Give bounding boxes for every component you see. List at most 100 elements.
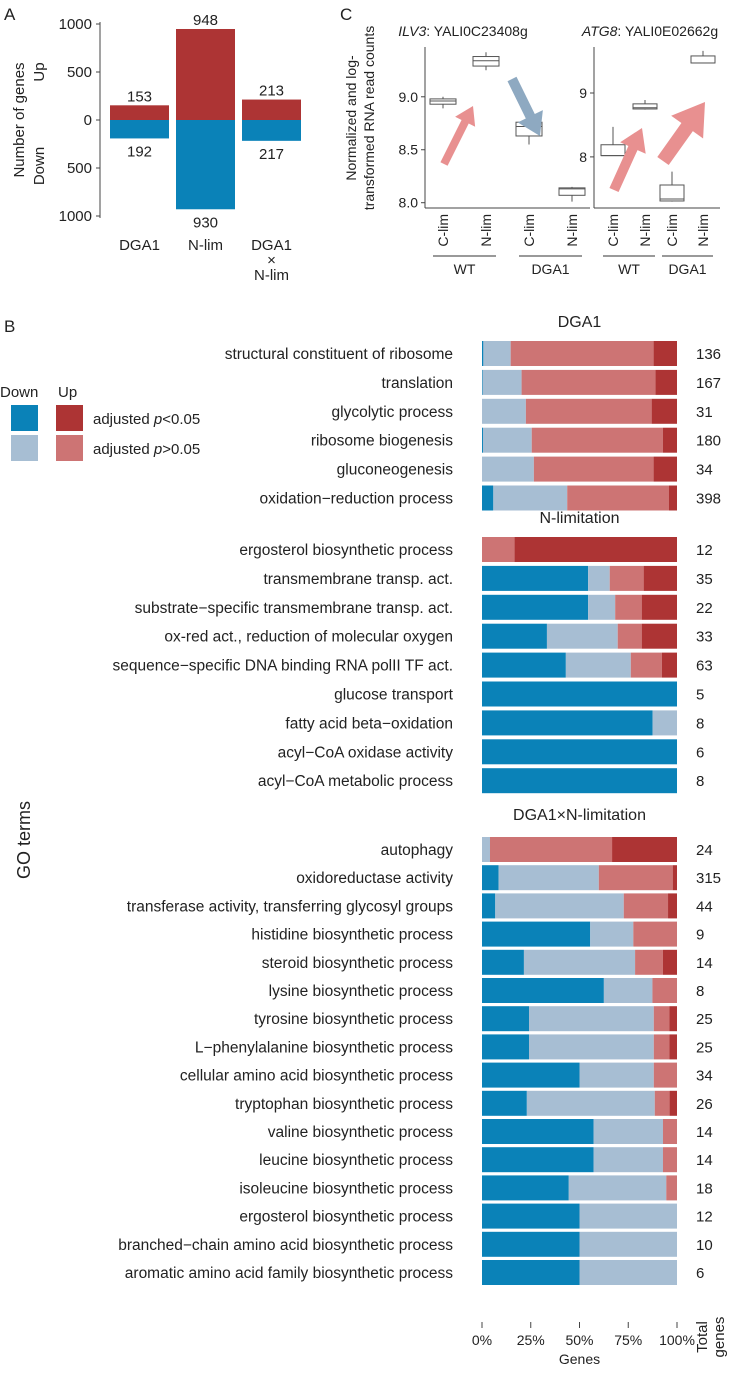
go-term-label: fatty acid beta−oxidation (285, 715, 453, 732)
gene-name: ILV3 (398, 23, 426, 39)
stacked-bar-segment-up_ns (662, 1119, 677, 1144)
panel-a-category-label: N-lim (254, 267, 289, 284)
stacked-bar-segment-down_sig (482, 1062, 580, 1088)
stacked-bar-segment-down_ns (588, 565, 610, 591)
stacked-bar-segment-up_ns (623, 893, 669, 919)
panel-b-group-title: DGA1 (558, 314, 602, 331)
panel-a-bar-down (242, 120, 301, 141)
stacked-bar-segment-down_sig (482, 427, 483, 453)
panel-a-data-label-down: 217 (259, 146, 284, 163)
total-genes-value: 315 (696, 870, 721, 887)
panel-c-xtick-label: N-lim (695, 214, 711, 247)
stacked-bar-segment-up_ns (633, 921, 677, 947)
panel-c-xtick-label: N-lim (637, 214, 653, 247)
stacked-bar-segment-down_sig (482, 565, 589, 591)
stacked-bar-segment-down_sig (482, 341, 484, 366)
stacked-bar-segment-down_ns (493, 485, 568, 511)
stacked-bar-segment-down_ns (482, 427, 532, 453)
go-term-label: oxidoreductase activity (296, 870, 453, 887)
panel-b-xtick-label: 25% (517, 1332, 545, 1348)
arrow-up-icon (609, 128, 646, 193)
stacked-bar-segment-up_sig (641, 594, 677, 620)
legend-swatch-up-sig (56, 405, 83, 431)
stacked-bar-segment-down_ns (603, 978, 653, 1003)
panel-label-a: A (4, 5, 16, 24)
go-term-label: acyl−CoA metabolic process (258, 773, 453, 790)
stacked-bar-segment-up_sig (662, 949, 677, 975)
total-genes-value: 6 (696, 1265, 704, 1282)
panel-c-group-label: WT (618, 261, 640, 277)
stacked-bar-segment-down_ns (593, 1147, 663, 1173)
stacked-bar-segment-down_sig (482, 1231, 580, 1257)
panel-b-group-title: N-limitation (539, 510, 619, 527)
panel-a-bar-up (176, 28, 235, 120)
total-genes-value: 24 (696, 842, 713, 859)
stacked-bar-segment-down_ns (523, 949, 636, 975)
panel-a-ylabel-up: Up (31, 62, 48, 81)
panel-a-bar-up (242, 99, 301, 120)
stacked-bar-segment-up_sig (669, 1034, 677, 1060)
stacked-bar-segment-down_sig (482, 865, 499, 891)
stacked-bar-segment-down_sig (482, 768, 677, 794)
stacked-bar-segment-down_sig (482, 623, 547, 649)
panel-c-group-label: WT (454, 261, 476, 277)
stacked-bar-segment-up_ns (652, 978, 677, 1003)
go-term-label: structural constituent of ribosome (225, 346, 453, 363)
panel-c-plot-title: ILV3: YALI0C23408g (398, 23, 527, 39)
stacked-bar-segment-up_ns (630, 652, 662, 678)
stacked-bar-segment-down_ns (482, 837, 490, 862)
stacked-bar-segment-up_sig (669, 1090, 677, 1116)
panel-a-bar-down (176, 120, 235, 210)
go-term-label: histidine biosynthetic process (251, 927, 453, 944)
stacked-bar-segment-down_ns (579, 1231, 677, 1257)
stacked-bar-segment-down_sig (482, 949, 524, 975)
stacked-bar-segment-up_sig (668, 893, 677, 919)
total-genes-value: 25 (696, 1039, 713, 1056)
panel-c-xtick-label: C-lim (664, 214, 680, 247)
stacked-bar-segment-down_ns (495, 893, 624, 919)
panel-c-group-label: DGA1 (531, 261, 569, 277)
arrow-up-icon (440, 106, 476, 166)
go-term-label: tryptophan biosynthetic process (235, 1096, 453, 1113)
panel-b-xtick-label: 0% (472, 1332, 492, 1348)
stacked-bar-segment-down_ns (482, 369, 522, 395)
total-genes-header: Total (694, 1321, 711, 1353)
stacked-bar-segment-down_sig (482, 1203, 580, 1229)
stacked-bar-segment-up_sig (653, 456, 677, 482)
stacked-bar-segment-up_sig (669, 1006, 677, 1032)
total-genes-value: 35 (696, 571, 713, 588)
go-term-label: valine biosynthetic process (268, 1124, 453, 1141)
legend-suffix: >0.05 (162, 441, 200, 458)
stacked-bar-segment-down_ns (579, 1203, 677, 1229)
stacked-bar-segment-up_ns (525, 398, 652, 424)
panel-a-data-label-up: 948 (193, 12, 218, 29)
stacked-bar-segment-down_sig (482, 1006, 529, 1032)
stacked-bar-segment-down_sig (482, 921, 591, 947)
stacked-bar-segment-down_sig (482, 594, 589, 620)
total-genes-value: 18 (696, 1180, 713, 1197)
stacked-bar-segment-down_ns (482, 398, 526, 424)
panel-a-data-label-up: 213 (259, 83, 284, 100)
panel-c-ytick-label: 9.0 (399, 89, 419, 105)
panel-a-category-label: N-lim (188, 237, 223, 254)
stacked-bar-segment-up_ns (662, 1147, 677, 1173)
arrow-up-icon (657, 102, 705, 166)
total-genes-value: 12 (696, 542, 713, 559)
stacked-bar-segment-down_ns (482, 456, 534, 482)
total-genes-value: 8 (696, 773, 704, 790)
stacked-bar-segment-down_sig (482, 652, 566, 678)
stacked-bar-segment-up_ns (510, 341, 654, 366)
stacked-bar-segment-down_sig (482, 710, 653, 736)
gene-locus: : YALI0C23408g (426, 23, 527, 39)
go-term-label: steroid biosynthetic process (262, 955, 454, 972)
gene-locus: : YALI0E02662g (617, 23, 718, 39)
legend-prefix: adjusted (93, 411, 154, 428)
stacked-bar-segment-up_sig (641, 623, 677, 649)
stacked-bar-segment-down_ns (579, 1062, 654, 1088)
go-term-label: glucose transport (334, 687, 454, 704)
stacked-bar-segment-up_ns (635, 949, 663, 975)
stacked-bar-segment-down_sig (482, 978, 604, 1003)
go-term-label: isoleucine biosynthetic process (239, 1180, 453, 1197)
panel-label-b: B (4, 317, 15, 336)
panel-a-data-label-down: 192 (127, 143, 152, 160)
